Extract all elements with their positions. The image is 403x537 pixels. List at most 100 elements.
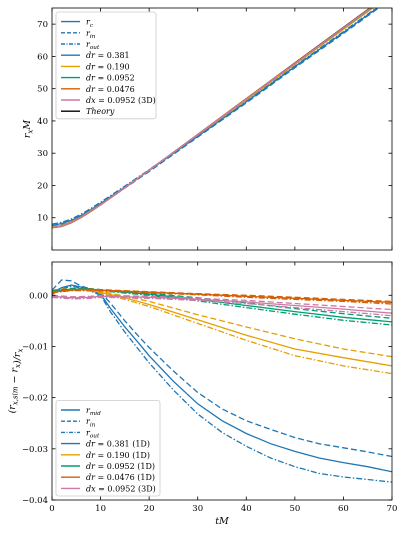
label-part: = xyxy=(96,484,105,493)
y-axis-label-group: rxM xyxy=(22,120,35,139)
series-line-8 xyxy=(52,288,392,326)
label-part: 0.0952 xyxy=(105,484,136,493)
label-part: Theory xyxy=(86,107,115,116)
label-part: dx xyxy=(86,96,96,105)
legend-label: dx = 0.0952 (3D) xyxy=(86,484,156,493)
y-axis-label-group: (rx,sim − rx)/rx xyxy=(7,349,25,414)
y-tick-label: 50 xyxy=(37,85,48,95)
label-part: M xyxy=(22,120,33,131)
x-tick-label: 50 xyxy=(289,504,300,514)
label-part: r xyxy=(86,29,91,38)
y-tick-label: −0.01 xyxy=(22,342,48,352)
label-part: 0.0952 xyxy=(105,96,136,105)
series-line-12 xyxy=(52,295,392,314)
y-tick-label: −0.03 xyxy=(22,445,48,455)
legend-label: rin xyxy=(86,29,96,40)
series-line-2 xyxy=(52,285,392,483)
label-subscript: out xyxy=(90,434,100,440)
label-subscript: x xyxy=(17,349,25,353)
x-tick-label: 70 xyxy=(387,504,398,514)
label-part: dr xyxy=(86,74,96,83)
legend-label: dr = 0.381 xyxy=(86,51,130,60)
label-part: dr xyxy=(86,51,96,60)
y-tick-label: 60 xyxy=(37,52,48,62)
y-tick-label: 20 xyxy=(37,181,48,191)
legend-label: rout xyxy=(86,40,100,51)
legend-label: dr = 0.381 (1D) xyxy=(86,440,150,449)
legend-box xyxy=(55,399,161,497)
y-tick-label: 70 xyxy=(37,20,48,30)
label-subscript: out xyxy=(90,45,100,51)
series-line-13 xyxy=(52,294,392,311)
label-part: − r xyxy=(10,367,21,387)
series-group xyxy=(52,279,392,483)
label-part: = xyxy=(95,51,104,60)
label-part: dr xyxy=(86,473,96,482)
label-part: = xyxy=(95,473,104,482)
legend-label: dr = 0.190 xyxy=(86,62,130,71)
legend-label: rmid xyxy=(86,406,101,417)
legend-label: rin xyxy=(86,417,96,428)
label-part: r xyxy=(22,132,33,138)
label-part: (3D) xyxy=(135,484,155,493)
label-part: = xyxy=(95,74,104,83)
x-tick-label: 60 xyxy=(338,504,349,514)
label-part: 0.0476 xyxy=(104,473,135,482)
y-tick-label: −0.02 xyxy=(22,394,48,404)
x-tick-label: 30 xyxy=(192,504,203,514)
series-line-11 xyxy=(52,289,392,305)
label-subscript: c xyxy=(90,23,94,29)
label-part: (1D) xyxy=(135,462,155,471)
x-tick-label: 0 xyxy=(49,504,54,514)
chart-panel-1: 0 10 20 30 40 50 60 70 0.00 −0.01 −0.02 −0.03 −0.04 (… xyxy=(7,261,398,527)
y-tick-label: 40 xyxy=(37,117,48,127)
legend-label: dr = 0.0952 xyxy=(86,74,135,83)
series-line-3 xyxy=(52,8,378,225)
series-line-1 xyxy=(52,279,392,458)
y-tick-label: 0.00 xyxy=(29,291,48,301)
label-part: dr xyxy=(86,462,96,471)
label-part: = xyxy=(95,62,104,71)
label-part: r xyxy=(86,428,91,437)
y-tick-label: 30 xyxy=(37,149,48,159)
axes-frame xyxy=(51,7,393,251)
label-part: 0.190 xyxy=(104,451,129,460)
label-part: 0.0952 xyxy=(104,74,135,83)
series-line-14 xyxy=(52,296,392,317)
legend-label: dx = 0.0952 (3D) xyxy=(86,96,156,105)
label-subscript: x xyxy=(27,130,35,134)
label-part: r xyxy=(86,406,91,415)
legend-label: rc xyxy=(86,18,94,29)
label-part: 0.0952 xyxy=(104,462,135,471)
legend-label: dr = 0.190 (1D) xyxy=(86,451,150,460)
legend-label: dr = 0.0476 xyxy=(86,85,135,94)
label-part: (1D) xyxy=(135,473,155,482)
label-subscript: x xyxy=(14,364,22,368)
label-part: (3D) xyxy=(135,96,155,105)
legend-label: dr = 0.0952 (1D) xyxy=(86,462,155,471)
label-part: (r xyxy=(7,404,18,414)
series-line-7 xyxy=(52,287,392,319)
legend-label: Theory xyxy=(86,107,115,116)
label-part: r xyxy=(86,417,91,426)
label-part: = xyxy=(95,85,104,94)
label-subscript: mid xyxy=(90,411,101,417)
label-subscript: in xyxy=(90,34,96,40)
label-part: dr xyxy=(86,85,96,94)
axes-frame xyxy=(51,261,393,501)
label-part: 0.381 xyxy=(104,51,129,60)
x-axis-label: tM xyxy=(215,516,229,527)
label-part: (1D) xyxy=(130,440,150,449)
legend-box xyxy=(55,11,157,120)
label-part: = xyxy=(95,462,104,471)
label-subscript: in xyxy=(90,422,96,428)
legend-label: dr = 0.0476 (1D) xyxy=(86,473,155,482)
label-part: dr xyxy=(86,440,96,449)
label-part: r xyxy=(86,18,91,27)
label-part: 0.190 xyxy=(104,62,129,71)
legend-label: rout xyxy=(86,428,100,439)
